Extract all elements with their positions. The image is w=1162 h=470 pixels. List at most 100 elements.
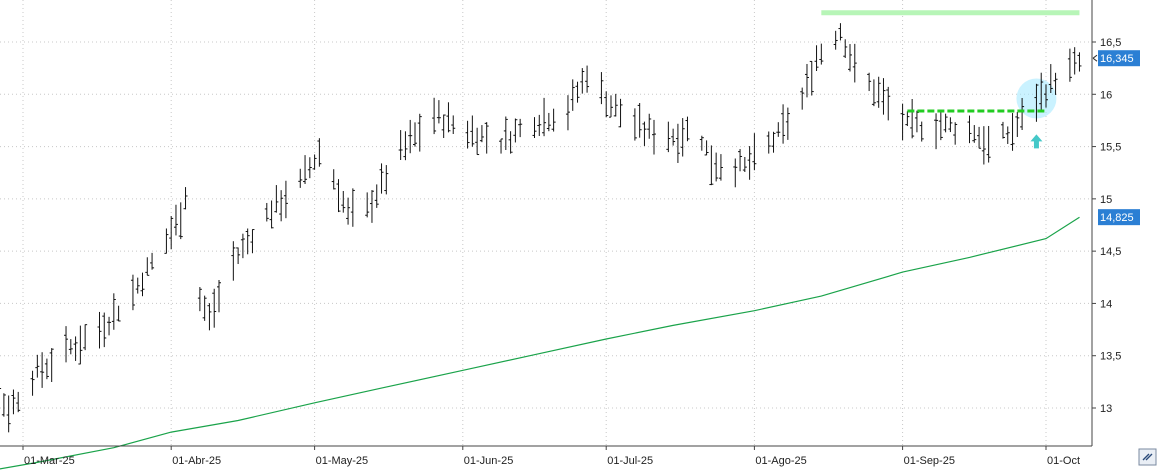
- ohlc-bar: [575, 81, 580, 103]
- ohlc-bar: [212, 288, 217, 328]
- ohlc-bar: [1072, 47, 1077, 75]
- annotation-layer: [821, 10, 1080, 149]
- ohlc-bar: [150, 252, 155, 270]
- ohlc-bar: [365, 192, 370, 218]
- ohlc-bar: [417, 113, 422, 152]
- ohlc-bar: [671, 128, 676, 146]
- ohlc-bar: [331, 169, 336, 190]
- ohlc-bar: [465, 120, 470, 149]
- ohlc-bar: [599, 72, 604, 105]
- ohlc-bar: [814, 45, 819, 71]
- ohlc-bar: [709, 145, 714, 186]
- ohlc-bar: [967, 115, 972, 144]
- x-tick-label: 01-Sep-25: [904, 455, 955, 467]
- ohlc-bar: [451, 115, 456, 134]
- ohlc-bar: [981, 126, 986, 165]
- ohlc-bar: [1039, 72, 1044, 111]
- ohlc-bar: [776, 122, 781, 137]
- ohlc-bar: [738, 149, 743, 172]
- ohlc-bar: [652, 119, 657, 155]
- ohlc-bar: [1067, 48, 1072, 82]
- ohlc-bar: [446, 102, 451, 133]
- ohlc-bar: [245, 228, 250, 255]
- double-chevron-icon[interactable]: [1138, 448, 1157, 466]
- ohlc-bar: [145, 257, 150, 276]
- ohlc-bar: [499, 138, 504, 154]
- ohlc-bar: [274, 185, 279, 213]
- ohlc-bar: [1005, 126, 1010, 144]
- ohlc-bar: [68, 339, 73, 355]
- ohlc-bar: [1015, 111, 1020, 137]
- ohlc-bar: [886, 86, 891, 121]
- ohlc-bar: [914, 110, 919, 133]
- ohlc-bar: [570, 79, 575, 111]
- ohlc-bar: [40, 352, 45, 388]
- ohlc-bar: [379, 163, 384, 194]
- ohlc-bar: [1053, 72, 1058, 95]
- ohlc-bar: [943, 113, 948, 133]
- ohlc-bar: [1000, 121, 1005, 139]
- ohlc-bar: [164, 228, 169, 254]
- ohlc-bar: [231, 241, 236, 281]
- ohlc-bar: [169, 216, 174, 250]
- ohlc-bar: [613, 93, 618, 117]
- ohlc-bar: [881, 78, 886, 115]
- moving-average-tag-text: 14,825: [1100, 212, 1134, 224]
- ohlc-bar: [747, 146, 752, 180]
- ohlc-bar: [64, 326, 69, 363]
- ohlc-bar: [350, 188, 355, 227]
- ohlc-bar: [948, 117, 953, 133]
- ohlc-bar: [910, 99, 915, 139]
- ohlc-bar: [518, 118, 523, 138]
- y-tick-label: 14: [1100, 298, 1112, 310]
- ohlc-bar: [283, 180, 288, 219]
- ohlc-bar: [819, 43, 824, 65]
- ohlc-bar: [107, 316, 112, 336]
- ohlc-bar: [537, 114, 542, 136]
- ohlc-bar: [785, 107, 790, 140]
- ohlc-bar: [16, 391, 21, 413]
- ohlc-bar: [102, 312, 107, 348]
- ohlc-bar: [513, 118, 518, 143]
- ohlc-bar: [264, 202, 269, 222]
- ohlc-bar: [919, 121, 924, 142]
- ohlc-bar: [436, 100, 441, 124]
- ohlc-bar: [384, 165, 389, 195]
- ohlc-bar: [714, 152, 719, 182]
- ohlc-bar: [871, 79, 876, 107]
- y-tick-label: 14,5: [1100, 246, 1121, 258]
- ohlc-bar: [685, 116, 690, 142]
- ohlc-bar: [173, 204, 178, 236]
- ohlc-bar: [618, 98, 623, 128]
- ohlc-bar: [307, 157, 312, 179]
- ohlc-bar: [551, 108, 556, 132]
- ohlc-bar: [369, 190, 374, 223]
- ohlc-bar: [809, 60, 814, 96]
- ohlc-bar: [637, 102, 642, 138]
- ohlc-bar: [11, 389, 16, 415]
- grid: [0, 0, 1090, 446]
- ohlc-bar: [279, 190, 284, 222]
- ohlc-bar: [800, 87, 805, 110]
- ohlc-bar: [675, 123, 680, 163]
- ohlc-bar: [742, 156, 747, 172]
- ohlc-bar: [336, 179, 341, 213]
- ohlc-bar: [341, 190, 346, 213]
- ohlc-bar: [216, 280, 221, 313]
- ohlc-bar: [938, 112, 943, 141]
- x-tick-label: 01-Mar-25: [24, 455, 75, 467]
- ohlc-bar: [608, 95, 613, 118]
- x-tick-label: 01-May-25: [316, 455, 369, 467]
- up-arrow-icon: [1030, 134, 1043, 149]
- ohlc-bar: [346, 197, 351, 225]
- x-tick-label: 01-Ago-25: [755, 455, 806, 467]
- ohlc-bar: [704, 140, 709, 156]
- ohlc-bar: [833, 30, 838, 50]
- ohlc-bar: [0, 388, 2, 390]
- ohlc-bar: [680, 118, 685, 157]
- ohlc-bar: [412, 122, 417, 147]
- ohlc-bar: [317, 138, 322, 167]
- ohlc-bar: [135, 277, 140, 294]
